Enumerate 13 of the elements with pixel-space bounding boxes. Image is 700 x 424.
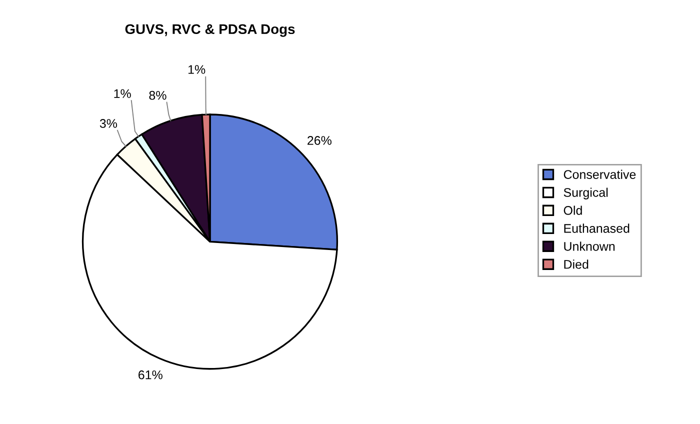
data-label: 1% <box>114 89 131 98</box>
data-label: 26% <box>308 136 332 145</box>
legend-label: Surgical <box>564 188 608 200</box>
data-label: 3% <box>100 119 118 128</box>
legend-label: Died <box>564 260 588 269</box>
legend-label: Unknown <box>564 242 615 251</box>
data-label: 8% <box>149 90 166 100</box>
data-label: 61% <box>138 370 162 380</box>
legend-label: Conservative <box>564 170 636 179</box>
legend-label: Euthanased <box>564 224 630 233</box>
chart-title: GUVS, RVC & PDSA Dogs <box>125 24 295 37</box>
legend-label: Old <box>564 206 582 215</box>
data-label: 1% <box>188 65 206 74</box>
